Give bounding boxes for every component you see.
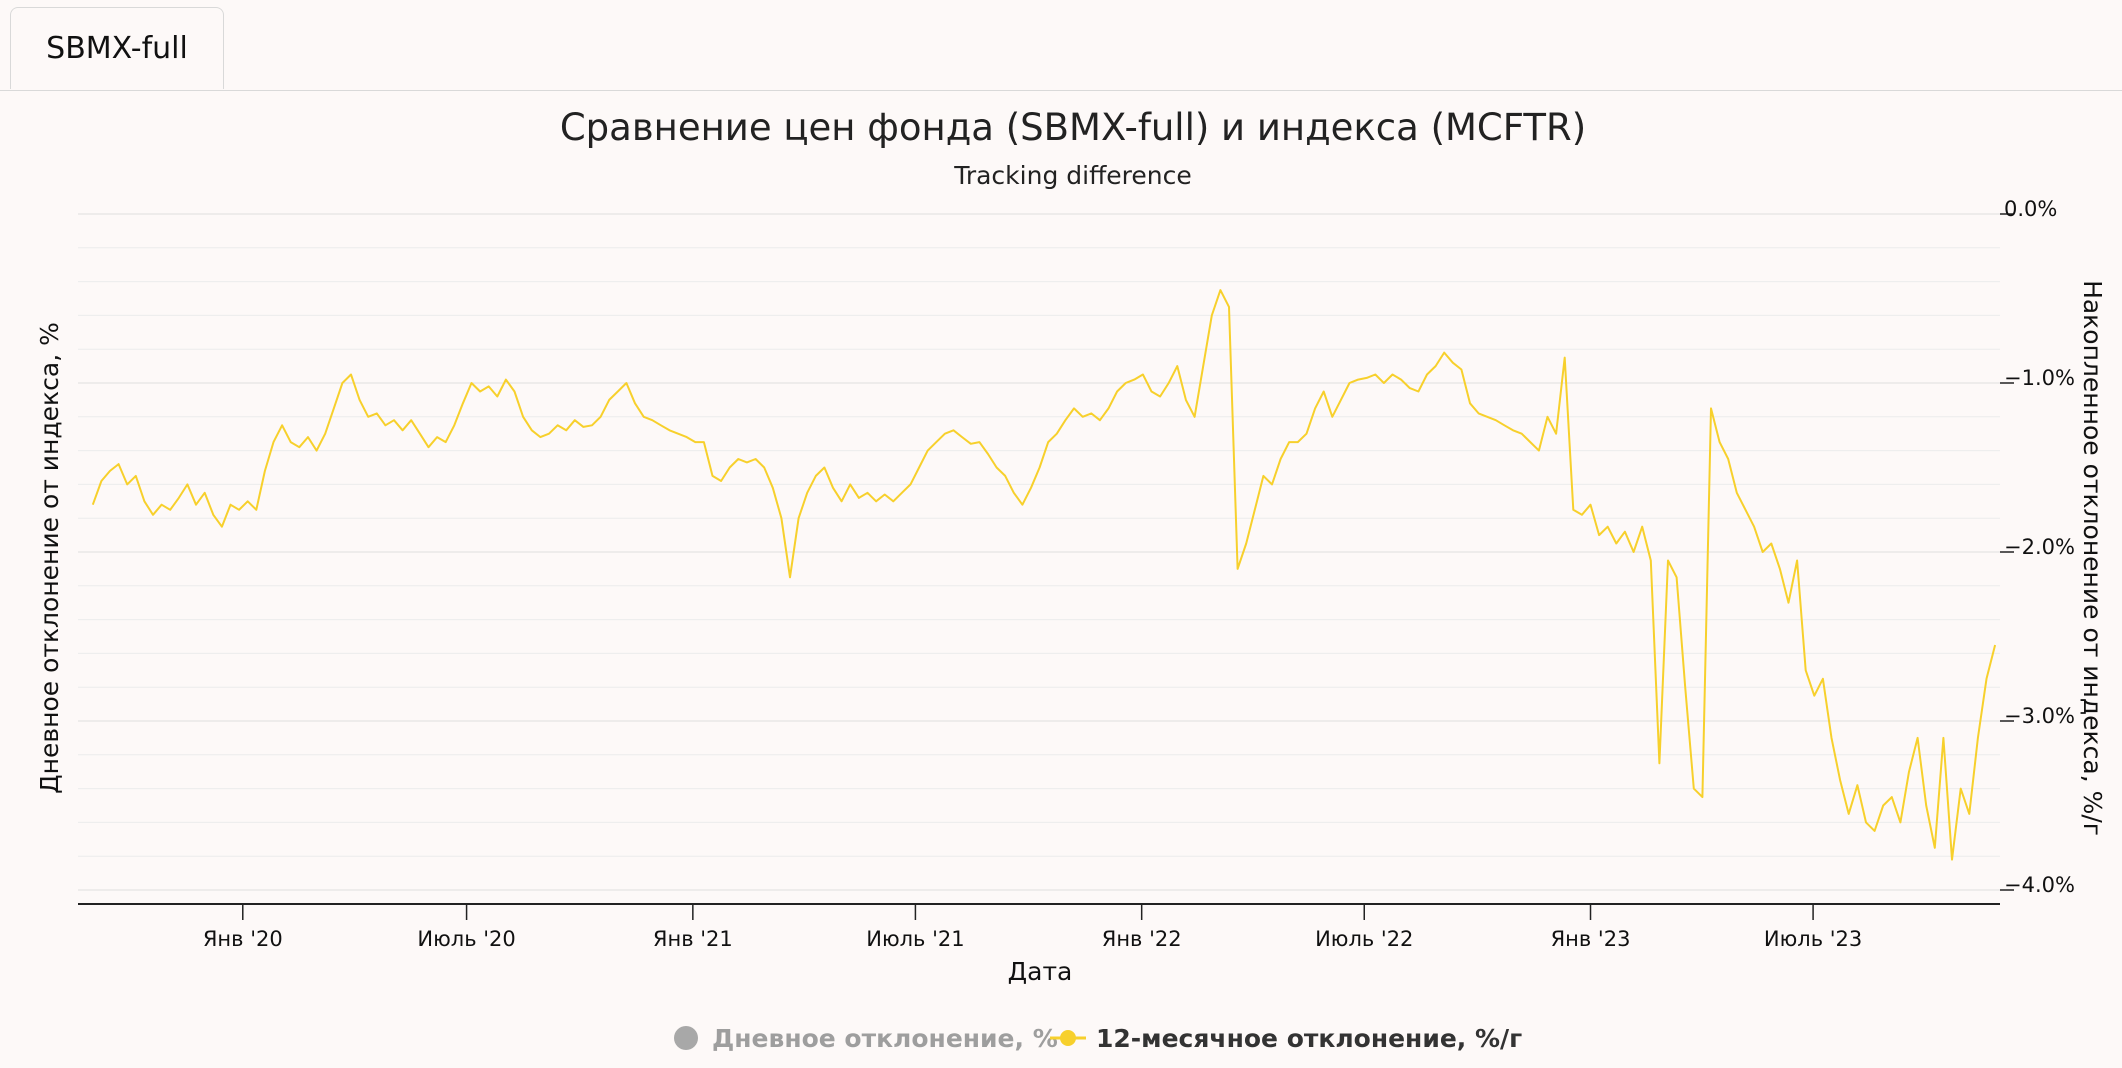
tab-bar: SBMX-full xyxy=(0,0,2122,91)
legend-item-12m[interactable]: 12-месячное отклонение, %/г xyxy=(1050,1024,1522,1053)
y-axis-right-label: Накопленное отклонение от индекса, %/г xyxy=(2078,280,2107,836)
x-tick-label: Июль '22 xyxy=(1315,927,1413,951)
legend-label-daily: Дневное отклонение, % xyxy=(712,1024,1058,1053)
legend-marker-12m xyxy=(1060,1030,1076,1046)
tab-sbmx-full[interactable]: SBMX-full xyxy=(10,7,224,89)
x-tick-label: Янв '23 xyxy=(1551,927,1631,951)
legend-marker-daily xyxy=(674,1026,698,1050)
legend-label-12m: 12-месячное отклонение, %/г xyxy=(1096,1024,1522,1053)
y-tick-label: −2.0% xyxy=(2004,535,2075,559)
chart-subtitle: Tracking difference xyxy=(953,161,1192,190)
y-axis-right-ticks: 0.0% −1.0% −2.0% −3.0% −4.0% xyxy=(2000,197,2075,897)
x-tick-label: Июль '23 xyxy=(1764,927,1862,951)
x-axis-label: Дата xyxy=(1008,957,1073,986)
x-tick-label: Янв '21 xyxy=(653,927,733,951)
x-tick-label: Июль '20 xyxy=(417,927,515,951)
y-tick-label: 0.0% xyxy=(2004,197,2057,221)
y-tick-label: −3.0% xyxy=(2004,704,2075,728)
series-line-12m-deviation xyxy=(91,289,1997,861)
grid-lines xyxy=(78,213,2000,891)
x-tick-label: Июль '21 xyxy=(866,927,964,951)
x-axis-ticks: Янв '20 Июль '20 Янв '21 Июль '21 Янв '22 Июл… xyxy=(203,904,1862,951)
y-tick-label: −4.0% xyxy=(2004,873,2075,897)
legend: Дневное отклонение, % 12-месячное отклон… xyxy=(674,1024,1522,1053)
chart-title: Сравнение цен фонда (SBMX-full) и индекс… xyxy=(560,106,1586,149)
x-tick-label: Янв '20 xyxy=(203,927,283,951)
y-axis-left-label: Дневное отклонение от индекса, % xyxy=(35,322,64,794)
y-tick-label: −1.0% xyxy=(2004,366,2075,390)
x-tick-label: Янв '22 xyxy=(1102,927,1182,951)
legend-item-daily[interactable]: Дневное отклонение, % xyxy=(674,1024,1058,1053)
